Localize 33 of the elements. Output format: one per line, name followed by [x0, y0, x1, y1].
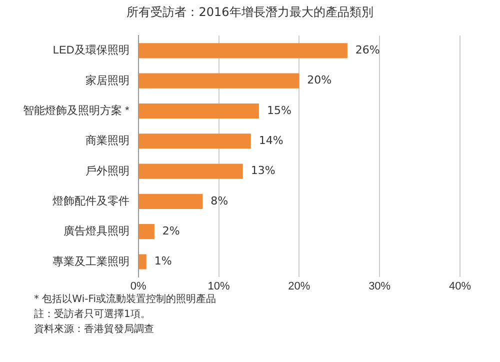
data-label: 2% [162, 224, 180, 238]
y-tick-label: 專業及工業照明 [52, 254, 130, 268]
data-label: 1% [154, 254, 172, 268]
x-tick-label: 10% [208, 280, 230, 292]
bar [138, 103, 259, 119]
x-tick-label: 30% [368, 280, 391, 292]
bar [138, 43, 348, 58]
text: 註：受訪者只可選擇1項。 [34, 308, 152, 322]
chart-title: 所有受訪者：2016年增長潛力最大的產品類別 [126, 4, 374, 21]
y-tick-label: 戶外照明 [85, 164, 130, 178]
x-tick-label: 0% [130, 280, 146, 292]
data-label: 26% [355, 44, 380, 57]
bar [138, 254, 146, 270]
y-tick-label: 商業照明 [85, 134, 130, 148]
x-tick-label: 40% [448, 280, 472, 292]
x-tick-label: 20% [288, 280, 310, 292]
y-tick-label: 廣告燈具照明 [63, 224, 130, 238]
y-tick-label: LED及環保照明 [52, 44, 130, 57]
bar [138, 194, 203, 209]
text: * 包括以Wi-Fi或流動裝置控制的照明產品 [34, 292, 216, 307]
bar [138, 164, 243, 179]
data-label: 15% [266, 104, 292, 117]
y-tick-label: 家居照明 [85, 74, 130, 87]
y-tick-label: 燈飾配件及零件 [52, 195, 130, 208]
data-label: 14% [258, 134, 284, 147]
data-label: 20% [307, 74, 332, 87]
bar [138, 134, 251, 149]
bar [138, 224, 154, 240]
bar [138, 73, 300, 88]
data-label: 8% [210, 194, 228, 208]
source-note: 資料來源：香港貿發局調查 [34, 322, 155, 337]
data-label: 13% [250, 164, 276, 178]
y-tick-label: 智能燈飾及照明方案 * [22, 104, 130, 118]
